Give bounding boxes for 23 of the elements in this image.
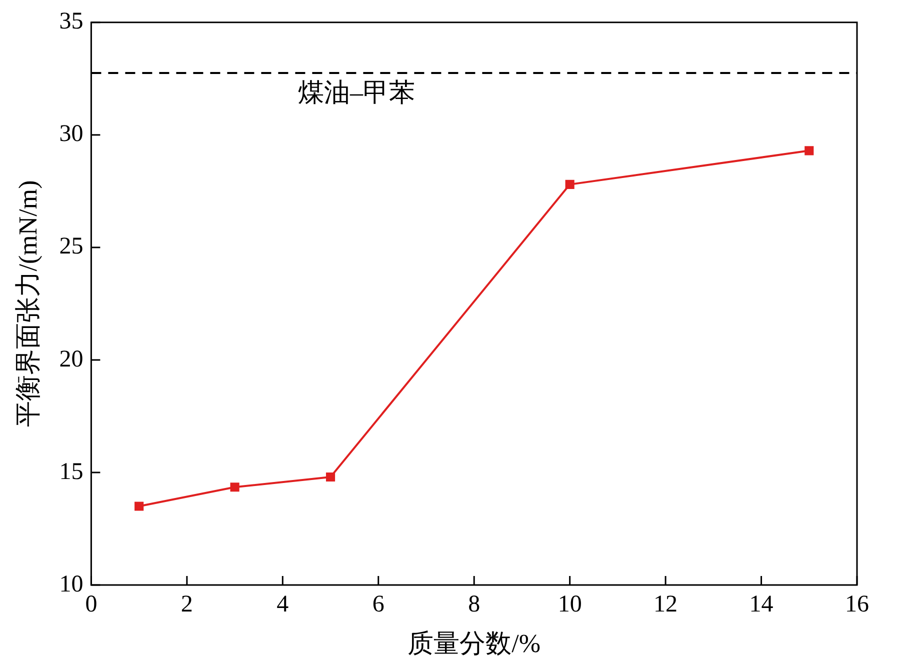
y-tick-label: 25 [59,234,84,260]
ref-line-label: 煤油–甲苯 [298,78,415,107]
y-tick-label: 30 [59,121,84,148]
x-tick-label: 4 [276,592,289,618]
x-tick-label: 14 [749,592,774,618]
x-tick-label: 12 [654,592,678,618]
x-tick-label: 16 [845,592,869,618]
y-tick-label: 10 [59,571,84,598]
x-tick-label: 6 [372,592,384,618]
point [326,472,336,482]
y-axis-title: 平衡界面张力/(mN/m) [13,180,42,428]
point [134,502,144,511]
y-tick-label: 20 [59,346,84,372]
x-tick-label: 10 [558,592,582,618]
point [565,180,574,189]
y-tick-label: 15 [59,458,84,485]
point [804,146,814,156]
x-tick-label: 0 [85,592,98,618]
y-tick-label: 35 [59,8,84,35]
x-tick-label: 8 [468,592,480,618]
point [230,482,240,492]
x-tick-label: 2 [180,592,193,618]
x-axis-title: 质量分数/% [408,629,541,658]
